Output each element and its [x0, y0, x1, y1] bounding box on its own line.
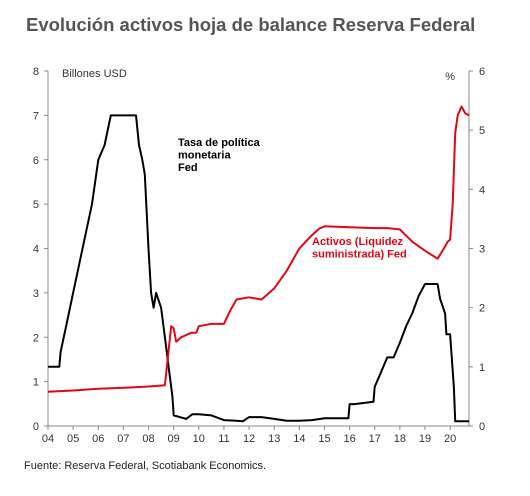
- assets-label: Activos (Liquidez: [312, 236, 404, 248]
- x-tick-label: 20: [444, 433, 456, 445]
- x-tick-label: 14: [293, 433, 305, 445]
- right-tick-label: 4: [479, 184, 485, 196]
- right-tick-label: 6: [479, 66, 485, 78]
- right-tick-label: 3: [479, 244, 485, 256]
- x-tick-label: 13: [268, 433, 280, 445]
- x-tick-label: 05: [67, 433, 79, 445]
- policy-rate-label: Tasa de política: [178, 137, 261, 149]
- left-tick-label: 6: [33, 155, 39, 167]
- left-tick-label: 5: [33, 199, 39, 211]
- assets-line: [47, 105, 470, 393]
- left-tick-label: 8: [33, 66, 39, 78]
- left-tick-label: 2: [33, 332, 39, 344]
- x-tick-label: 18: [394, 433, 406, 445]
- policy-rate-label: Fed: [178, 162, 198, 174]
- x-tick-label: 17: [369, 433, 381, 445]
- chart-title: Evolución activos hoja de balance Reserv…: [26, 14, 476, 35]
- x-tick-label: 10: [193, 433, 205, 445]
- right-tick-label: 0: [479, 421, 485, 433]
- x-tick-label: 16: [343, 433, 355, 445]
- left-tick-label: 4: [33, 244, 39, 256]
- x-tick-label: 15: [318, 433, 330, 445]
- x-tick-label: 07: [117, 433, 129, 445]
- x-tick-label: 06: [92, 433, 104, 445]
- right-axis-label: %: [445, 71, 455, 83]
- x-tick-label: 09: [168, 433, 180, 445]
- right-tick-label: 1: [479, 362, 485, 374]
- x-tick-label: 19: [419, 433, 431, 445]
- x-tick-label: 11: [218, 433, 229, 445]
- policy-rate-label: monetaria: [178, 150, 231, 162]
- right-tick-label: 5: [479, 125, 485, 137]
- right-tick-label: 2: [479, 303, 485, 315]
- left-tick-label: 7: [33, 110, 39, 122]
- x-tick-label: 04: [42, 433, 54, 445]
- x-tick-label: 08: [142, 433, 154, 445]
- policy-rate-line: [48, 114, 469, 423]
- left-tick-label: 3: [33, 288, 39, 300]
- left-axis-label: Billones USD: [62, 68, 127, 80]
- source-note: Fuente: Reserva Federal, Scotiabank Econ…: [24, 460, 267, 472]
- left-tick-label: 1: [33, 377, 39, 389]
- x-tick-label: 12: [243, 433, 255, 445]
- assets-label: suministrada) Fed: [312, 249, 407, 261]
- left-tick-label: 0: [33, 421, 39, 433]
- series-lines: [47, 105, 470, 423]
